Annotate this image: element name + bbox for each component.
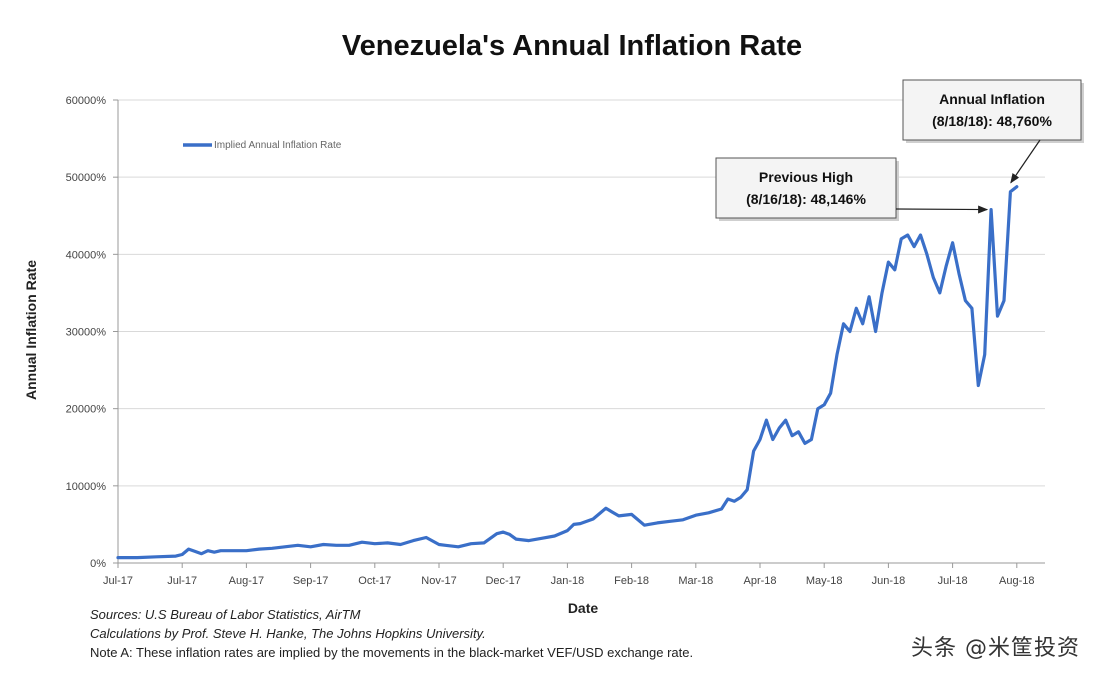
x-tick-label: Jun-18	[872, 575, 906, 587]
x-tick-label: Jul-18	[938, 575, 968, 587]
y-tick-label: 50000%	[66, 172, 107, 184]
footnote-calculations: Calculations by Prof. Steve H. Hanke, Th…	[90, 626, 486, 641]
callout-arrow	[1010, 139, 1041, 184]
callout-arrow	[895, 205, 989, 214]
x-tick-label: Jul-17	[167, 575, 197, 587]
watermark: 头条 @米筐投资	[911, 636, 1080, 661]
x-tick-label: Aug-17	[229, 575, 264, 587]
x-tick-label: Aug-18	[999, 575, 1034, 587]
x-tick-label: Mar-18	[678, 575, 713, 587]
legend-label: Implied Annual Inflation Rate	[214, 140, 342, 151]
x-tick-label: Feb-18	[614, 575, 649, 587]
callout-box	[902, 79, 1082, 141]
y-tick-label: 40000%	[66, 249, 107, 261]
x-tick-label: Apr-18	[743, 575, 776, 587]
x-tick-label: May-18	[806, 575, 843, 587]
y-tick-label: 60000%	[66, 95, 107, 107]
grid	[118, 99, 1045, 487]
chart-title: Venezuela's Annual Inflation Rate	[342, 30, 802, 62]
y-tick-label: 30000%	[66, 327, 107, 339]
callout-box	[715, 157, 897, 219]
x-tick-label: Oct-17	[358, 575, 391, 587]
x-axis-label: Date	[568, 600, 599, 616]
callout-annual-inflation: Annual Inflation (8/18/18): 48,760%	[902, 79, 1084, 184]
y-tick-labels: 0% 10000% 20000% 30000% 40000% 50000% 60000%	[66, 95, 107, 570]
x-tick-labels: Jul-17 Jul-17 Aug-17 Sep-17 Oct-17 Nov-17 Dec-…	[103, 575, 1035, 587]
x-tick-label: Jul-17	[103, 575, 133, 587]
y-tick-label: 20000%	[66, 404, 107, 416]
x-tick-label: Dec-17	[485, 575, 520, 587]
callout-value: (8/18/18): 48,760%	[932, 113, 1052, 129]
footnote-sources: Sources: U.S Bureau of Labor Statistics,…	[90, 607, 361, 622]
footnotes: Sources: U.S Bureau of Labor Statistics,…	[90, 605, 693, 662]
y-tick-label: 0%	[90, 558, 106, 570]
axes	[113, 99, 1045, 568]
footnote-note-a: Note A: These inflation rates are implie…	[90, 645, 694, 660]
x-tick-label: Sep-17	[293, 575, 328, 587]
x-tick-label: Nov-17	[421, 575, 456, 587]
callout-previous-high: Previous High (8/16/18): 48,146%	[715, 157, 989, 221]
legend: Implied Annual Inflation Rate	[183, 140, 342, 151]
callout-title: Annual Inflation	[939, 91, 1045, 107]
x-tick-label: Jan-18	[551, 575, 585, 587]
y-axis-label: Annual Inflation Rate	[23, 260, 39, 400]
series	[116, 185, 1019, 560]
callout-value: (8/16/18): 48,146%	[746, 191, 866, 207]
annotations: Previous High (8/16/18): 48,146% Annual In…	[715, 79, 1084, 221]
callout-title: Previous High	[759, 169, 853, 185]
series-line	[116, 185, 1019, 560]
y-tick-label: 10000%	[66, 481, 107, 493]
